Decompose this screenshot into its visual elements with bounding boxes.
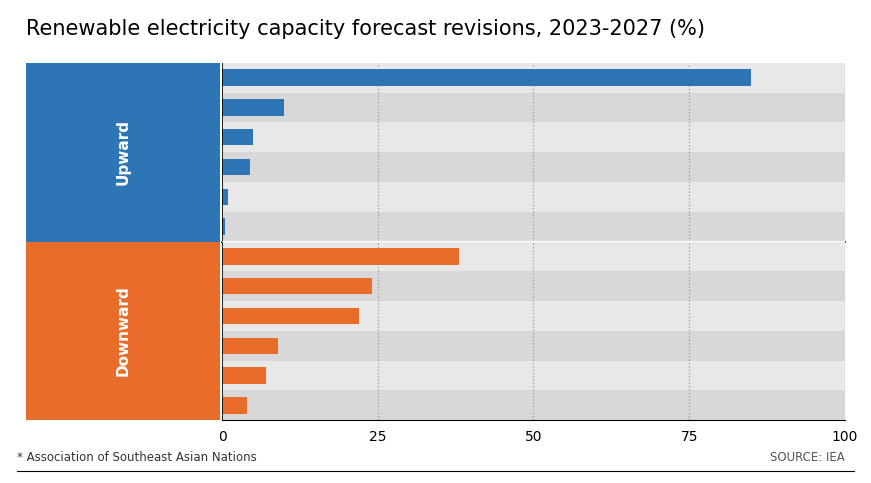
Bar xyxy=(222,212,845,242)
Bar xyxy=(222,122,845,152)
Text: SOURCE: IEA: SOURCE: IEA xyxy=(770,451,845,464)
Bar xyxy=(222,248,459,265)
Bar xyxy=(222,93,845,122)
Bar xyxy=(222,397,247,413)
Text: Upward: Upward xyxy=(116,119,131,185)
Bar xyxy=(222,271,845,301)
Bar xyxy=(222,361,845,390)
Bar xyxy=(222,63,845,93)
Bar xyxy=(222,189,228,205)
Bar xyxy=(222,159,250,175)
Text: Renewable electricity capacity forecast revisions, 2023-2027 (%): Renewable electricity capacity forecast … xyxy=(26,19,706,39)
Bar xyxy=(222,301,845,331)
Bar xyxy=(222,390,845,420)
Text: Downward: Downward xyxy=(116,285,131,376)
Text: * Association of Southeast Asian Nations: * Association of Southeast Asian Nations xyxy=(17,451,257,464)
Bar xyxy=(222,242,845,271)
Bar xyxy=(222,218,226,235)
Bar xyxy=(222,182,845,212)
Bar xyxy=(222,368,266,384)
Bar xyxy=(222,99,284,115)
Bar xyxy=(222,308,359,324)
Bar xyxy=(222,152,845,182)
Bar xyxy=(222,129,253,145)
Bar xyxy=(222,338,278,354)
Bar xyxy=(222,70,752,86)
Bar xyxy=(222,331,845,361)
Bar xyxy=(222,278,372,294)
